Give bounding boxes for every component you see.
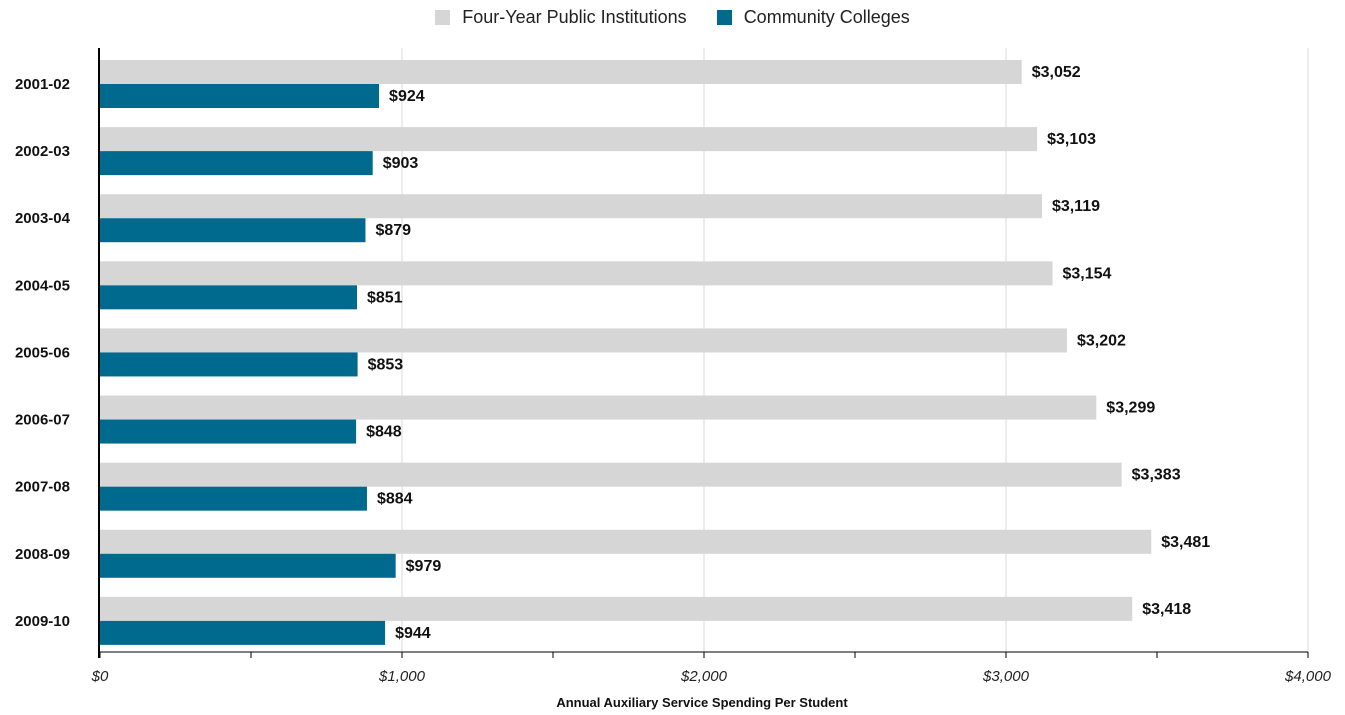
x-tick-label-4: $4,000 <box>1284 668 1332 685</box>
legend-label-four-year: Four-Year Public Institutions <box>462 6 687 27</box>
bar-community-2001-02 <box>100 84 380 108</box>
bars <box>100 60 1152 645</box>
bar-community-2009-10 <box>100 620 386 645</box>
x-tick-label-1: $1,000 <box>378 668 426 685</box>
category-label-2007-08: 2007-08 <box>15 479 70 496</box>
labels: $0 $1,000 $2,000 $3,000 $4,000 $3,052 $924 2001… <box>15 64 1332 685</box>
value-label-community-2009-10: $944 <box>395 625 431 642</box>
value-label-community-2008-09: $979 <box>406 558 442 575</box>
bar-community-2003-04 <box>100 218 366 243</box>
category-label-2005-06: 2005-06 <box>15 344 70 361</box>
value-label-community-2007-08: $884 <box>377 491 413 508</box>
bar-four-year-2007-08 <box>100 462 1122 487</box>
value-label-four-year-2005-06: $3,202 <box>1077 332 1126 349</box>
bar-community-2007-08 <box>100 486 367 511</box>
value-label-community-2005-06: $853 <box>368 356 404 373</box>
bar-four-year-2009-10 <box>100 596 1133 621</box>
bar-four-year-2005-06 <box>100 328 1068 353</box>
x-axis-title: Annual Auxiliary Service Spending Per St… <box>556 695 848 710</box>
bar-four-year-2004-05 <box>100 261 1053 286</box>
bar-community-2008-09 <box>100 553 396 578</box>
bar-community-2006-07 <box>100 419 357 444</box>
value-label-four-year-2004-05: $3,154 <box>1063 265 1112 282</box>
legend-item-four-year: Four-Year Public Institutions <box>435 6 687 28</box>
legend-swatch-community-colleges <box>716 9 732 25</box>
bar-four-year-2006-07 <box>100 395 1097 420</box>
bar-four-year-2002-03 <box>100 127 1038 152</box>
value-label-community-2001-02: $924 <box>389 88 425 105</box>
category-label-2008-09: 2008-09 <box>15 546 70 563</box>
bar-community-2004-05 <box>100 285 358 310</box>
value-label-community-2002-03: $903 <box>383 155 419 172</box>
value-label-four-year-2008-09: $3,481 <box>1161 534 1210 551</box>
category-label-2006-07: 2006-07 <box>15 412 70 429</box>
value-label-four-year-2009-10: $3,418 <box>1142 601 1191 618</box>
value-label-community-2003-04: $879 <box>375 222 411 239</box>
bar-four-year-2001-02 <box>100 60 1022 84</box>
value-label-community-2006-07: $848 <box>366 424 402 441</box>
axes <box>98 48 1309 658</box>
x-tick-label-3: $3,000 <box>982 668 1030 685</box>
bar-four-year-2003-04 <box>100 194 1042 219</box>
chart-legend: Four-Year Public Institutions Community … <box>0 5 1345 29</box>
bar-four-year-2008-09 <box>100 529 1152 554</box>
value-label-community-2004-05: $851 <box>367 289 403 306</box>
bar-community-2002-03 <box>100 151 373 176</box>
bar-community-2005-06 <box>100 352 358 377</box>
category-label-2003-04: 2003-04 <box>15 210 71 227</box>
category-label-2001-02: 2001-02 <box>15 76 70 93</box>
value-label-four-year-2001-02: $3,052 <box>1032 64 1081 81</box>
category-label-2002-03: 2002-03 <box>15 143 70 160</box>
value-label-four-year-2002-03: $3,103 <box>1047 131 1096 148</box>
value-label-four-year-2003-04: $3,119 <box>1052 198 1100 215</box>
value-label-four-year-2006-07: $3,299 <box>1106 400 1155 417</box>
legend-item-community-colleges: Community Colleges <box>716 6 910 28</box>
x-tick-label-2: $2,000 <box>680 668 728 685</box>
category-label-2009-10: 2009-10 <box>15 613 70 630</box>
value-label-four-year-2007-08: $3,383 <box>1132 467 1181 484</box>
category-label-2004-05: 2004-05 <box>15 277 70 294</box>
legend-swatch-four-year <box>435 9 451 25</box>
legend-label-community-colleges: Community Colleges <box>743 6 910 27</box>
x-tick-label-0: $0 <box>91 668 109 685</box>
